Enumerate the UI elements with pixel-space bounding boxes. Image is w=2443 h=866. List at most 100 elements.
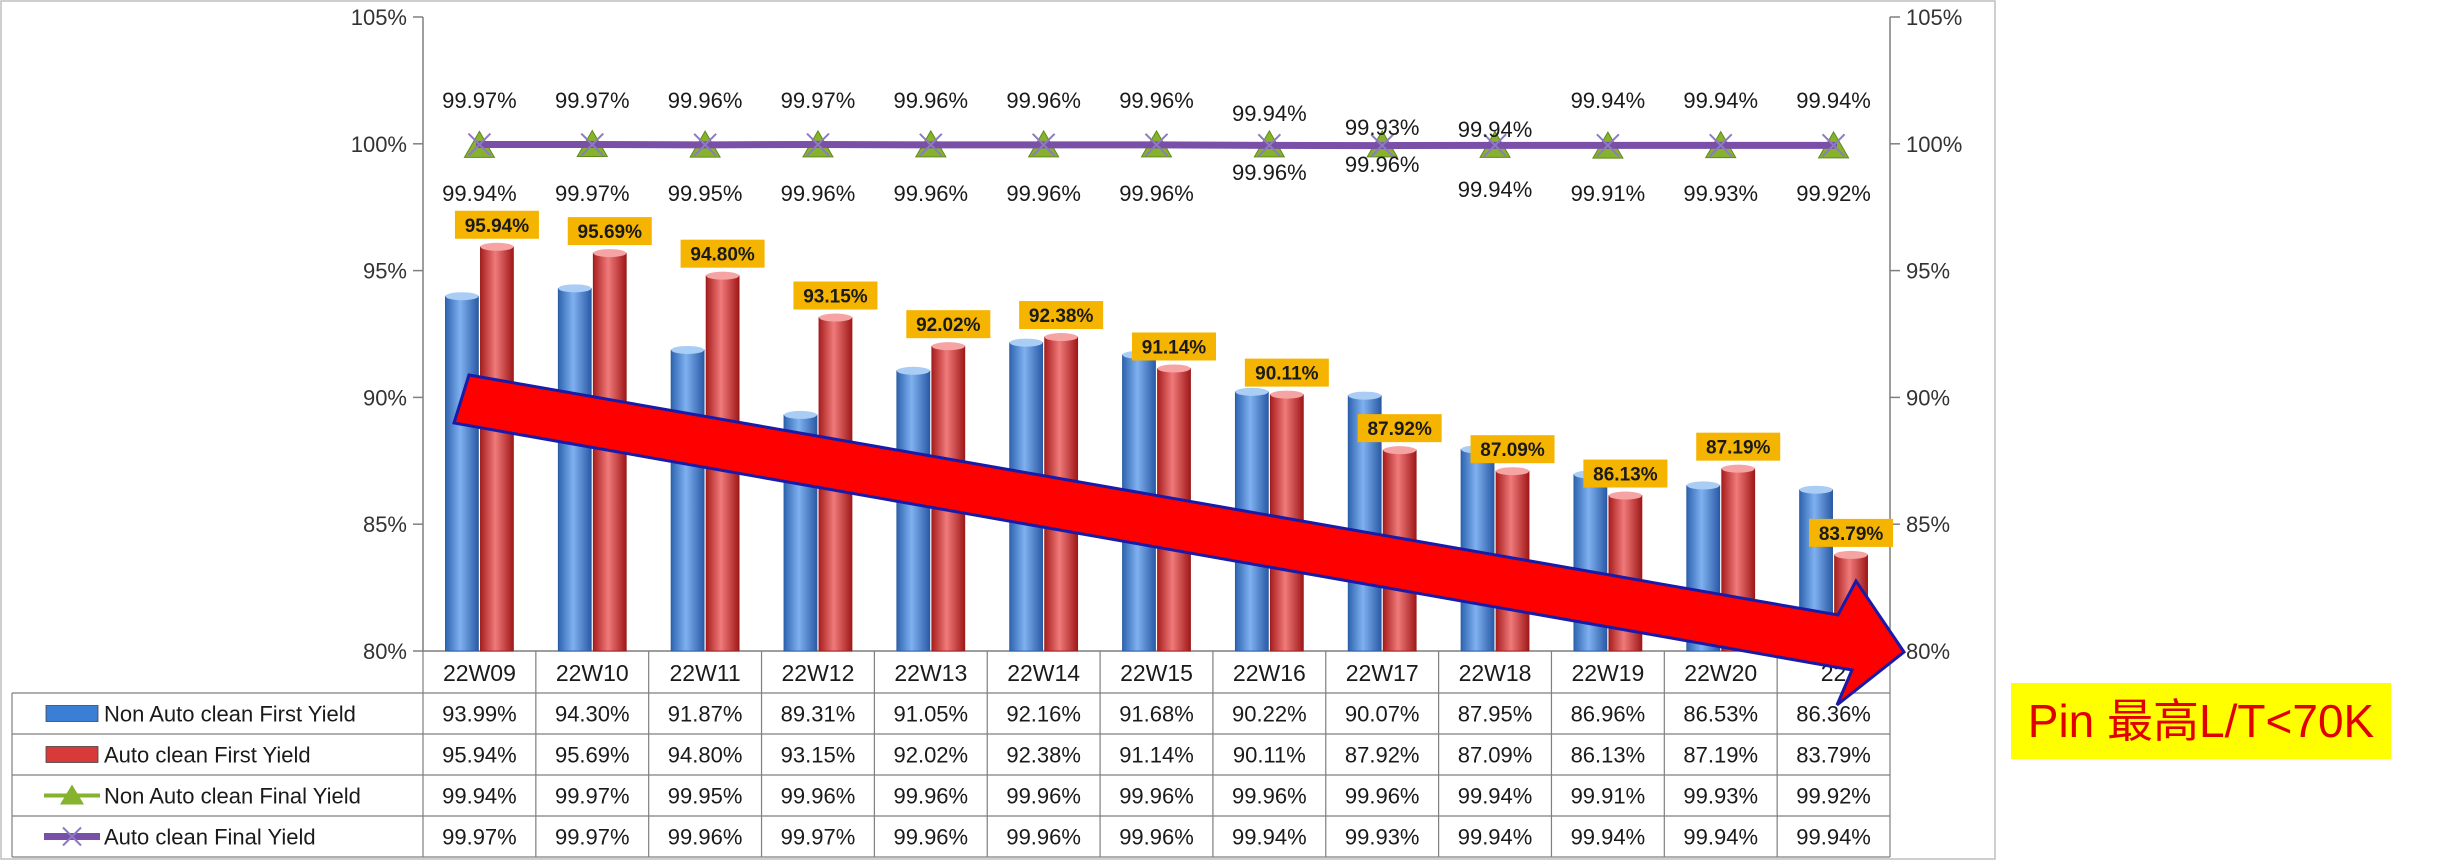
trend-arrow [452, 373, 1907, 707]
table-cell: 89.31% [781, 702, 856, 727]
table-cell: 99.94% [1458, 825, 1533, 850]
bar-label-bg [1357, 414, 1442, 443]
bar-top-non-auto-first-yield [558, 284, 592, 293]
category-label: 22W12 [782, 660, 855, 686]
bar-label-bg [793, 281, 878, 310]
bar-non-auto-first-yield [557, 287, 592, 652]
bar-top-non-auto-first-yield [1686, 481, 1720, 490]
table-cell: 99.94% [1683, 825, 1758, 850]
marker-auto-final-yield [693, 133, 717, 157]
marker-auto-final-yield [919, 133, 943, 157]
bar-top-auto-first-yield [1270, 390, 1304, 399]
table-cell: 99.97% [442, 825, 517, 850]
category-label: 22W13 [894, 660, 967, 686]
bar-top-auto-first-yield [1608, 491, 1642, 500]
bar-label-bg [1809, 518, 1894, 547]
bar-non-auto-first-yield [896, 370, 931, 652]
bar-non-auto-first-yield [445, 295, 479, 652]
table-cell: 90.11% [1233, 743, 1306, 768]
line-label-auto-final-yield: 99.94% [1571, 88, 1646, 113]
line-label-non-auto-final-yield: 99.96% [1345, 152, 1420, 177]
bar-label-auto-first-yield: 95.94% [465, 216, 530, 237]
chart-frame [0, 0, 1996, 860]
legend-label: Auto clean Final Yield [104, 825, 316, 850]
table-cell: 94.80% [668, 743, 743, 768]
bar-top-auto-first-yield [706, 271, 740, 280]
table-cell: 99.96% [1119, 825, 1194, 850]
table-cell: 86.53% [1683, 702, 1758, 727]
table-cell: 99.96% [1006, 784, 1081, 809]
marker-auto-final-yield [1031, 133, 1056, 157]
table-cell: 99.91% [1571, 784, 1646, 809]
table-cell: 94.30% [555, 702, 630, 727]
table-cell: 86.36% [1796, 702, 1871, 727]
bar-label-auto-first-yield: 87.09% [1480, 440, 1545, 461]
line-label-auto-final-yield: 99.94% [1458, 117, 1533, 142]
table-cell: 95.69% [555, 743, 630, 768]
category-label: 22W09 [443, 660, 516, 686]
y-tick-label-right: 95% [1906, 259, 1950, 284]
marker-auto-final-yield [806, 132, 830, 157]
marker-auto-final-yield [1596, 133, 1620, 158]
category-label: 22W11 [670, 660, 741, 686]
bar-label-bg [1696, 432, 1781, 461]
line-label-non-auto-final-yield: 99.94% [442, 181, 517, 206]
bar-top-auto-first-yield [1721, 464, 1755, 473]
legend-swatch [45, 746, 99, 763]
table-cell: 93.99% [442, 702, 517, 727]
y-tick-label-right: 100% [1906, 132, 1962, 157]
category-label: 22W19 [1571, 660, 1644, 686]
table-cell: 87.92% [1345, 743, 1420, 768]
marker-auto-final-yield [580, 132, 604, 157]
table-cell: 90.07% [1345, 702, 1420, 727]
table-cell: 99.96% [781, 784, 856, 809]
bar-label-auto-first-yield: 91.14% [1142, 337, 1207, 358]
bar-label-bg [454, 210, 539, 239]
bar-top-auto-first-yield [1383, 446, 1417, 455]
line-label-auto-final-yield: 99.97% [442, 88, 517, 113]
bar-label-auto-first-yield: 95.69% [578, 222, 643, 243]
marker-auto-final-yield [1709, 133, 1733, 158]
bar-top-auto-first-yield [480, 242, 514, 251]
table-cell: 90.22% [1232, 702, 1307, 727]
table-cell: 99.96% [1345, 784, 1420, 809]
table-cell: 92.16% [1006, 702, 1081, 727]
bar-label-auto-first-yield: 87.92% [1367, 419, 1432, 440]
bar-label-auto-first-yield: 92.38% [1029, 306, 1094, 327]
table-cell: 83.79% [1796, 743, 1871, 768]
bar-non-auto-first-yield [670, 349, 705, 652]
line-label-auto-final-yield: 99.96% [668, 88, 743, 113]
y-tick-label-right: 105% [1906, 5, 1962, 30]
table-cell: 99.96% [893, 784, 968, 809]
bar-top-auto-first-yield [1496, 467, 1530, 476]
table-cell: 99.92% [1796, 784, 1871, 809]
bar-top-auto-first-yield [1157, 364, 1191, 373]
table-cell: 99.94% [1458, 784, 1533, 809]
table-cell: 99.93% [1345, 825, 1420, 850]
line-label-non-auto-final-yield: 99.92% [1796, 181, 1871, 206]
bar-label-auto-first-yield: 90.11% [1255, 364, 1318, 385]
marker-auto-final-yield [1483, 133, 1507, 158]
table-cell: 99.96% [893, 825, 968, 850]
y-tick-label-left: 80% [363, 639, 407, 664]
line-label-non-auto-final-yield: 99.93% [1683, 181, 1758, 206]
line-label-auto-final-yield: 99.97% [781, 88, 856, 113]
bar-top-non-auto-first-yield [783, 410, 817, 419]
marker-auto-final-yield [467, 132, 492, 157]
table-cell: 99.96% [1006, 825, 1081, 850]
line-label-auto-final-yield: 99.96% [1006, 88, 1081, 113]
line-label-non-auto-final-yield: 99.96% [1119, 181, 1194, 206]
bar-top-non-auto-first-yield [1235, 387, 1269, 396]
table-cell: 86.13% [1571, 743, 1646, 768]
table-cell: 99.94% [1232, 825, 1307, 850]
bar-top-auto-first-yield [1834, 550, 1868, 559]
y-tick-label-right: 85% [1906, 512, 1950, 537]
line-label-auto-final-yield: 99.96% [1119, 88, 1194, 113]
bar-label-bg [1019, 301, 1104, 330]
bar-label-auto-first-yield: 93.15% [803, 287, 868, 308]
category-label: 22W17 [1346, 660, 1419, 686]
table-cell: 92.02% [893, 743, 968, 768]
category-label: 22W20 [1684, 660, 1757, 686]
table-cell: 91.05% [893, 702, 968, 727]
